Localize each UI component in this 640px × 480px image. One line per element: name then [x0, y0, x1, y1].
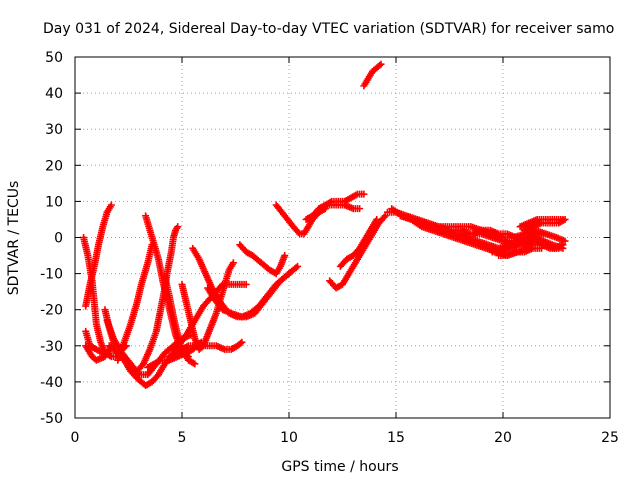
data-point — [373, 215, 381, 223]
data-point — [191, 360, 199, 368]
data-point — [238, 338, 246, 346]
series-arc-29 — [495, 244, 546, 260]
x-tick-label: 15 — [387, 430, 405, 446]
data-point — [107, 201, 115, 209]
data-point — [294, 228, 302, 236]
y-tick-label: 50 — [45, 50, 63, 66]
data-point — [559, 244, 567, 252]
data-point — [281, 252, 289, 260]
y-tick-label: 30 — [45, 122, 63, 138]
series-arc-15 — [204, 266, 297, 321]
data-point — [538, 244, 546, 252]
x-tick-label: 10 — [280, 430, 298, 446]
series-arc-16 — [236, 241, 289, 278]
series-arc-31 — [520, 215, 569, 234]
axis-ticks — [74, 56, 611, 419]
x-axis-title: GPS time / hours — [281, 459, 398, 475]
data-point — [561, 237, 569, 245]
y-tick-label: 20 — [45, 158, 63, 174]
series-arc-13 — [178, 259, 237, 353]
series-arc-11 — [161, 273, 199, 368]
y-tick-label: 40 — [45, 86, 63, 102]
series-arc-22 — [360, 60, 385, 90]
x-tick-label: 5 — [178, 430, 187, 446]
x-tick-label: 25 — [601, 430, 619, 446]
data-point — [561, 215, 569, 223]
y-tick-label: -30 — [40, 339, 63, 355]
chart-title: Day 031 of 2024, Sidereal Day-to-day VTE… — [43, 21, 614, 37]
y-tick-label: -20 — [40, 303, 63, 319]
data-point — [236, 339, 244, 347]
data-point — [174, 223, 182, 231]
data-marks — [80, 60, 569, 390]
data-point — [229, 259, 237, 267]
data-point — [289, 266, 297, 274]
data-point — [377, 60, 385, 68]
series-arc-21 — [336, 215, 381, 270]
y-tick-label: -40 — [40, 375, 63, 391]
x-tick-label: 20 — [494, 430, 512, 446]
y-tick-label: -10 — [40, 267, 63, 283]
data-point — [294, 262, 302, 270]
series-arc-2 — [82, 201, 115, 310]
y-tick-label: -50 — [40, 411, 63, 427]
series-arc-8 — [114, 241, 156, 364]
x-tick-label: 0 — [71, 430, 80, 446]
series-arc-19 — [315, 201, 364, 213]
data-point — [380, 213, 388, 221]
series-arc-7 — [105, 223, 182, 375]
data-point — [242, 280, 250, 288]
y-tick-label: 10 — [45, 194, 63, 210]
y-axis-title: SDTVAR / TECUs — [6, 181, 22, 296]
tick-labels: 0 5 10 15 20 25 -50 -40 -30 -20 -10 0 10 20 30 40 50 — [40, 50, 619, 446]
data-point — [356, 205, 364, 213]
y-tick-label: 0 — [54, 231, 63, 247]
data-point — [360, 190, 368, 198]
data-point — [376, 61, 384, 69]
data-point — [381, 212, 389, 220]
data-point — [288, 267, 296, 275]
